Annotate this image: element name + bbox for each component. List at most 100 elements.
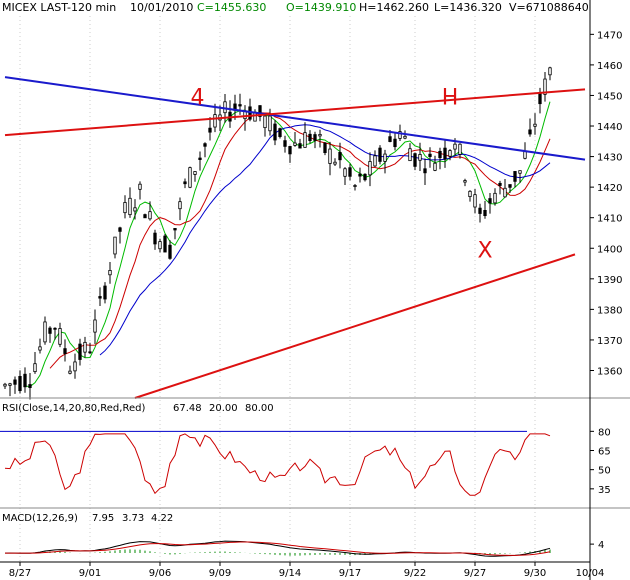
candle-body <box>53 327 57 330</box>
time-tick-label: 9/30 <box>524 568 546 579</box>
candle-body <box>273 123 277 141</box>
macd-value: 7.95 <box>92 513 114 524</box>
candle-body <box>353 185 357 187</box>
candle-body <box>148 211 152 220</box>
candle-body <box>213 114 217 128</box>
candle-body <box>178 201 182 210</box>
price-tick-label: 1460 <box>597 61 622 72</box>
candle-body <box>458 143 462 155</box>
candle-body <box>238 104 242 107</box>
rsi-lower: 20.00 <box>209 403 238 414</box>
candles <box>3 66 552 400</box>
candle-body <box>63 348 67 354</box>
candle-body <box>523 151 527 159</box>
time-tick-label: 8/27 <box>9 568 31 579</box>
candle-body <box>28 384 32 389</box>
candle-body <box>538 92 542 105</box>
rsi-tick-label: 35 <box>598 485 611 496</box>
candle-body <box>258 105 262 117</box>
candle-body <box>138 183 142 190</box>
candle-body <box>253 112 257 122</box>
candle-body <box>418 154 422 161</box>
candle-body <box>123 202 127 214</box>
candle-body <box>368 161 372 176</box>
candle-body <box>548 67 552 76</box>
close-value: C=1455.630 <box>197 1 266 14</box>
candle-body <box>38 346 42 351</box>
candle-body <box>198 157 202 160</box>
ma-fast-line <box>24 101 551 388</box>
price-tick-label: 1360 <box>597 366 622 377</box>
candle-body <box>533 123 537 127</box>
price-tick-label: 1400 <box>597 244 622 255</box>
candle-body <box>403 135 407 139</box>
candle-body <box>478 207 482 214</box>
macd-signal-line <box>5 541 551 556</box>
ma-mid-line <box>49 112 551 369</box>
price-axis: 1360 1370 1380 1390 1400 1410 1420 1430 1440 1450… <box>590 30 622 377</box>
annotation-label: H <box>442 86 459 111</box>
candle-body <box>23 373 27 388</box>
candle-body <box>208 127 212 133</box>
candle-body <box>348 167 352 177</box>
candle-body <box>338 152 342 161</box>
chart-date: 10/01/2010 <box>130 1 193 14</box>
rsi-line <box>4 433 551 496</box>
candle-body <box>438 150 442 159</box>
candle-body <box>453 143 457 150</box>
macd-axis: 4 <box>590 540 604 551</box>
candle-body <box>293 142 297 146</box>
macd-signal-value: 3.73 <box>122 513 144 524</box>
candle-body <box>118 227 122 232</box>
time-tick-label: 9/06 <box>149 568 171 579</box>
macd-pane <box>4 540 551 557</box>
candle-body <box>108 270 112 276</box>
price-tick-label: 1410 <box>597 214 622 225</box>
candle-body <box>288 146 292 155</box>
rsi-upper: 80.00 <box>245 403 274 414</box>
candle-body <box>308 133 312 141</box>
macd-tick-label: 4 <box>598 540 604 551</box>
price-tick-label: 1420 <box>597 183 622 194</box>
price-tick-label: 1470 <box>597 30 622 41</box>
candle-body <box>188 167 192 188</box>
high-value: H=1462.260 <box>359 1 429 14</box>
candle-body <box>8 383 12 386</box>
candle-body <box>468 190 472 198</box>
candle-body <box>183 181 187 185</box>
candle-body <box>518 170 522 174</box>
candle-body <box>493 192 497 204</box>
candle-body <box>88 351 92 354</box>
candle-body <box>143 214 147 219</box>
candle-body <box>373 155 377 167</box>
candle-body <box>398 131 402 139</box>
candle-body <box>428 153 432 157</box>
candle-body <box>283 140 287 147</box>
candle-body <box>163 235 167 253</box>
price-pane: 4 H X <box>3 16 591 562</box>
time-tick-label: 9/17 <box>339 568 361 579</box>
annotation-label: 4 <box>191 86 205 111</box>
candle-body <box>113 236 117 255</box>
candle-body <box>483 210 487 217</box>
candle-body <box>103 285 107 300</box>
price-tick-label: 1450 <box>597 91 622 102</box>
candle-body <box>463 180 467 183</box>
low-value: L=1436.320 <box>434 1 502 14</box>
price-tick-label: 1380 <box>597 305 622 316</box>
open-value: O=1439.910 <box>286 1 356 14</box>
price-tick-label: 1370 <box>597 336 622 347</box>
candle-body <box>413 153 417 167</box>
candle-body <box>543 78 547 95</box>
price-tick-label: 1440 <box>597 122 622 133</box>
candle-body <box>168 244 172 259</box>
candle-body <box>98 296 102 299</box>
candle-body <box>363 173 367 181</box>
time-tick-label: 9/09 <box>209 568 231 579</box>
time-tick-label: 9/22 <box>404 568 426 579</box>
candle-body <box>513 171 517 182</box>
rsi-label: RSI(Close,14,20,80,Red,Red) <box>2 403 145 414</box>
candle-body <box>18 376 22 392</box>
annotation-label: X <box>477 238 492 263</box>
candle-body <box>388 136 392 142</box>
